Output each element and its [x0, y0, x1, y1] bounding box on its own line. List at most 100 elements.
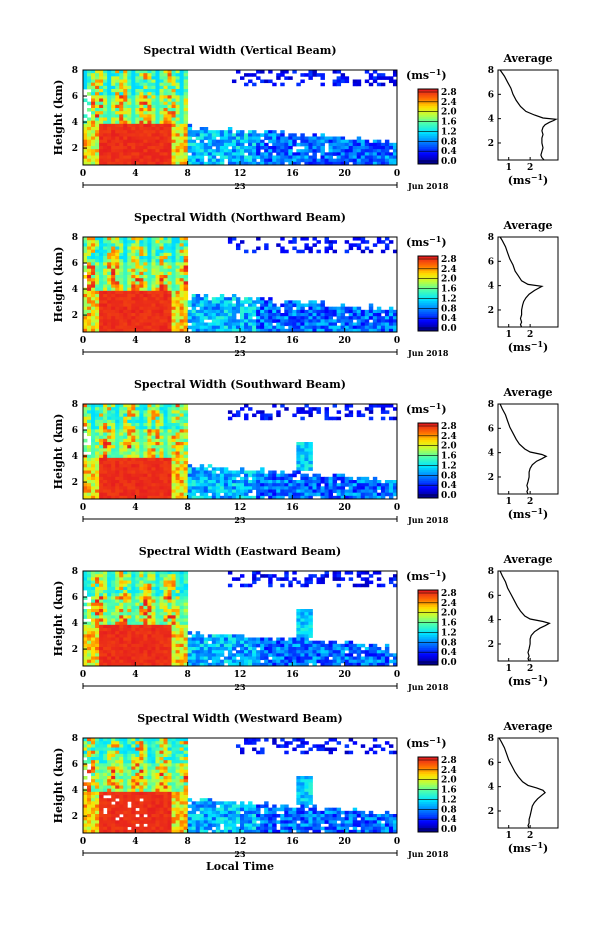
heatmap-cell: [147, 461, 152, 465]
heatmap-cell: [143, 95, 148, 99]
heatmap-cell: [155, 640, 160, 645]
heatmap-cell: [304, 495, 309, 500]
heatmap-cell: [163, 243, 168, 247]
heatmap-cell: [340, 473, 346, 478]
heatmap-cell: [175, 284, 181, 289]
heatmap-cell: [135, 590, 140, 594]
heatmap-cell: [127, 489, 132, 494]
heatmap-cell: [147, 101, 152, 106]
heatmap-cell: [91, 628, 96, 632]
heatmap-cell: [179, 95, 185, 99]
heatmap-cell: [264, 142, 269, 147]
heatmap-cell: [107, 76, 112, 80]
heatmap-cell: [175, 252, 181, 257]
heatmap-cell: [103, 480, 108, 484]
heatmap-cell: [107, 123, 112, 128]
heatmap-cell: [91, 612, 96, 616]
heatmap-cell: [147, 252, 152, 257]
heatmap-cell: [171, 407, 176, 411]
heatmap-cell: [308, 486, 313, 490]
heatmap-cell: [392, 416, 398, 421]
heatmap-cell: [95, 79, 100, 84]
heatmap-cell: [163, 631, 168, 635]
heatmap-cell: [91, 297, 96, 301]
heatmap-cell: [95, 574, 100, 578]
heatmap-cell: [83, 265, 88, 270]
heatmap-cell: [131, 599, 136, 604]
heatmap-cell: [276, 161, 281, 166]
heatmap-cell: [119, 252, 124, 257]
heatmap-cell: [127, 586, 132, 591]
heatmap-cell: [119, 281, 124, 285]
heatmap-cell: [195, 313, 201, 317]
heatmap-cell: [151, 246, 156, 251]
heatmap-cell: [179, 240, 185, 244]
heatmap-cell: [183, 432, 189, 437]
heatmap-cell: [111, 467, 116, 471]
heatmap-cell: [183, 583, 189, 588]
heatmap-cell: [171, 495, 176, 500]
heatmap-cell: [131, 643, 136, 648]
heatmap-cell: [376, 139, 382, 144]
heatmap-cell: [392, 492, 398, 497]
heatmap-cell: [179, 309, 185, 314]
heatmap-cell: [95, 306, 100, 311]
heatmap-cell: [95, 602, 100, 607]
heatmap-cell: [123, 265, 128, 270]
heatmap-cell: [316, 473, 321, 478]
heatmap-cell: [175, 161, 181, 166]
heatmap-cell: [139, 492, 144, 497]
heatmap-cell: [111, 271, 116, 276]
heatmap-cell: [171, 252, 176, 257]
heatmap-cell: [211, 467, 217, 471]
colorbar-swatch: [418, 137, 438, 141]
heatmap-cell: [175, 104, 181, 109]
heatmap-cell: [163, 240, 168, 244]
heatmap-cell: [215, 142, 221, 147]
heatmap-cell: [240, 146, 245, 150]
heatmap-cell: [235, 319, 241, 323]
heatmap-cell: [292, 158, 297, 163]
heatmap-cell: [107, 303, 112, 308]
heatmap-cell: [163, 432, 168, 437]
heatmap-cell: [103, 454, 108, 459]
heatmap-cell: [248, 79, 253, 84]
heatmap-cell: [167, 155, 172, 160]
heatmap-cell: [340, 322, 346, 327]
heatmap-cell: [171, 92, 176, 96]
heatmap-cell: [123, 407, 128, 411]
heatmap-cell: [87, 313, 92, 317]
heatmap-cell: [83, 464, 88, 468]
heatmap-cell: [103, 590, 108, 594]
heatmap-cell: [171, 590, 176, 594]
heatmap-cell: [95, 593, 100, 597]
heatmap-cell: [171, 429, 176, 433]
heatmap-cell: [171, 571, 176, 575]
heatmap-cell: [143, 265, 148, 270]
heatmap-cell: [87, 640, 92, 645]
heatmap-cell: [340, 161, 346, 166]
heatmap-cell: [336, 495, 342, 500]
heatmap-cell: [332, 325, 338, 330]
heatmap-cell: [296, 149, 301, 153]
heatmap-cell: [235, 309, 241, 314]
heatmap-cell: [368, 416, 374, 421]
heatmap-cell: [115, 130, 120, 134]
colorbar-tick-label: 0.4: [441, 147, 457, 157]
heatmap-cell: [143, 489, 148, 494]
heatmap-cell: [159, 476, 164, 481]
heatmap-cell: [99, 265, 104, 270]
heatmap-cell: [344, 309, 350, 314]
colorbar-swatch: [418, 456, 438, 460]
heatmap-cell: [87, 284, 92, 289]
heatmap-cell: [91, 413, 96, 418]
heatmap-cell: [167, 476, 172, 481]
heatmap-cell: [155, 114, 160, 118]
heatmap-cell: [360, 249, 366, 254]
heatmap-cell: [316, 161, 321, 166]
heatmap-cell: [123, 454, 128, 459]
heatmap-cell: [195, 328, 201, 333]
heatmap-cell: [123, 104, 128, 109]
heatmap-cell: [320, 155, 325, 160]
heatmap-cell: [127, 316, 132, 320]
